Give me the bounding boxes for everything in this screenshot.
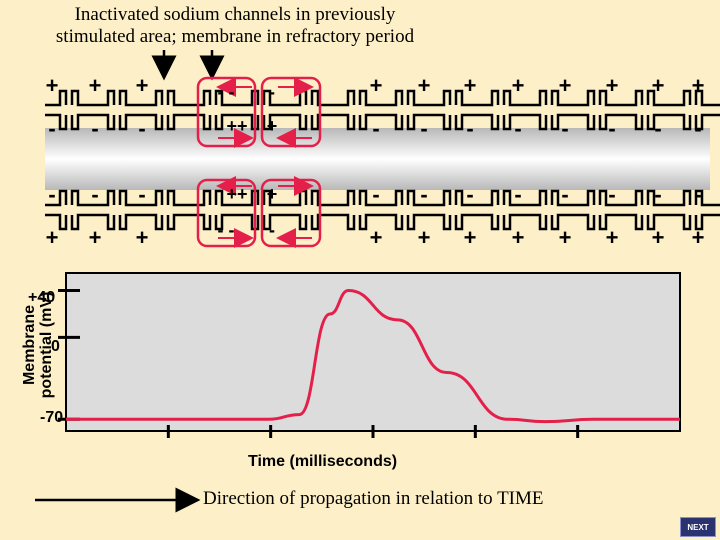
outer-positive-charge: + [692,225,705,250]
outer-positive-charge: + [418,225,431,250]
channel-layer [45,89,720,231]
depolarized-top-outer-charge: - - [218,82,235,102]
membrane-line [45,189,720,207]
inner-negative-charge: - [91,116,98,141]
outer-positive-charge: + [136,73,149,98]
inner-negative-charge: - [608,116,615,141]
y-tick-label-0: 0 [51,338,60,355]
inner-negative-charge: - [420,116,427,141]
outer-positive-charge: + [46,73,59,98]
inner-negative-charge: - [561,182,568,207]
inner-negative-charge: - [561,116,568,141]
inner-negative-charge: - [91,182,98,207]
action-potential-curve [65,289,680,424]
depolarized-bottom-outer-charge: - - [218,220,235,240]
membrane-line [45,89,720,107]
outer-positive-charge: + [606,73,619,98]
depolarized-bottom-inner-charge: ++ [226,184,247,204]
caption-line-2: stimulated area; membrane in refractory … [55,26,415,47]
inner-negative-charge: - [48,182,55,207]
depolarized-top-inner-charge: ++ [226,116,247,136]
outer-positive-charge: + [559,73,572,98]
y-tick-label-minus70: -70 [40,409,64,426]
outer-positive-charge: + [692,73,705,98]
leading-top-inner-charge: + [267,116,278,136]
y-tick-label-plus40: +40 [28,289,56,306]
caption-line-1: Inactivated sodium channels in previousl… [74,4,396,25]
chart-plot-area [65,272,681,432]
membrane-line [45,113,720,131]
inner-negative-charge: - [654,116,661,141]
inner-negative-charge: - [372,182,379,207]
inner-negative-charge: - [466,116,473,141]
next-button[interactable]: NEXT [680,517,716,537]
action-potential-chart [58,272,681,438]
outer-positive-charge: + [418,73,431,98]
inner-negative-charge: - [48,116,55,141]
caption: Inactivated sodium channels in previousl… [0,4,470,48]
outer-positive-charge: + [606,225,619,250]
outer-positive-charge: + [464,225,477,250]
inner-negative-charge: - [372,116,379,141]
outer-positive-charge: + [652,225,665,250]
axon-interior [45,128,710,190]
outer-positive-charge: + [89,73,102,98]
inner-negative-charge: - [694,182,701,207]
outer-positive-charge: + [652,73,665,98]
leading-top-outer-charge: - [269,82,275,102]
leading-bottom-outer-charge: - [269,220,275,240]
outer-positive-charge: + [464,73,477,98]
inner-negative-charge: - [138,182,145,207]
leading-bottom-inner-charge: + [267,184,278,204]
outer-positive-charge: + [559,225,572,250]
outer-positive-charge: + [370,225,383,250]
inner-negative-charge: - [654,182,661,207]
outer-positive-charge: + [370,73,383,98]
outer-positive-charge: + [89,225,102,250]
charge-layer: + + +- - -- - -+ + ++ + + + + + + +- - - - - - - -- - - - - - - -+ + + +… [46,73,705,250]
inner-negative-charge: - [514,116,521,141]
outer-positive-charge: + [512,225,525,250]
inner-negative-charge: - [608,182,615,207]
inner-negative-charge: - [420,182,427,207]
inner-negative-charge: - [694,116,701,141]
inner-negative-charge: - [138,116,145,141]
outer-positive-charge: + [136,225,149,250]
x-axis-title: Time (milliseconds) [248,453,398,470]
membrane-line [45,213,720,231]
direction-text: Direction of propagation in relation to … [203,488,544,509]
inner-negative-charge: - [466,182,473,207]
outer-positive-charge: + [512,73,525,98]
inner-negative-charge: - [514,182,521,207]
outer-positive-charge: + [46,225,59,250]
